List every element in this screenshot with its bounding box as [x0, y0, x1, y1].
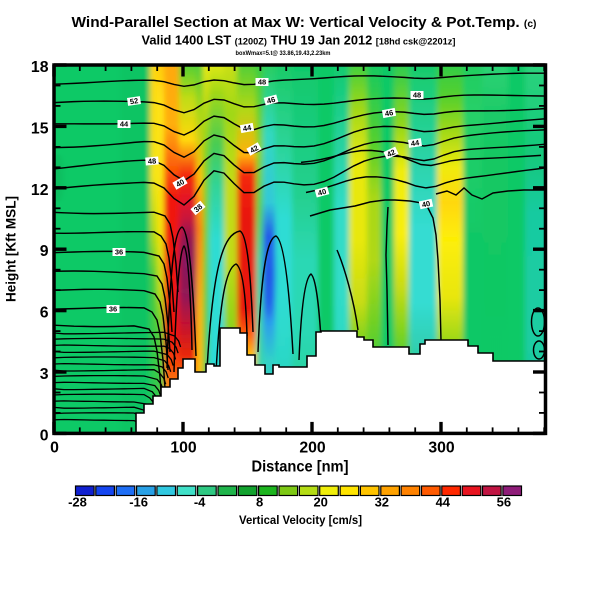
svg-text:8: 8 [256, 495, 263, 510]
svg-text:Height [Kft MSL]: Height [Kft MSL] [3, 196, 19, 302]
svg-text:300: 300 [428, 440, 455, 457]
svg-text:46: 46 [384, 108, 394, 118]
svg-text:Distance [nm]: Distance [nm] [252, 459, 349, 476]
svg-text:12: 12 [31, 182, 49, 199]
svg-text:-4: -4 [194, 495, 206, 510]
svg-text:48: 48 [413, 91, 421, 100]
svg-text:44: 44 [436, 495, 451, 510]
svg-text:-16: -16 [129, 495, 148, 510]
svg-text:32: 32 [375, 495, 389, 510]
svg-text:-28: -28 [68, 495, 87, 510]
svg-text:Valid 1400 LST (1200Z) THU 19: Valid 1400 LST (1200Z) THU 19 Jan 2012 [… [142, 34, 456, 48]
svg-text:42: 42 [385, 147, 396, 159]
svg-text:40: 40 [174, 177, 186, 189]
svg-text:9: 9 [40, 243, 49, 260]
svg-text:200: 200 [299, 440, 326, 457]
svg-text:6: 6 [40, 305, 49, 322]
svg-text:56: 56 [497, 495, 511, 510]
svg-text:18: 18 [31, 59, 49, 76]
svg-text:42: 42 [248, 143, 260, 155]
svg-text:100: 100 [170, 440, 197, 457]
svg-text:Vertical Velocity [cm/s]: Vertical Velocity [cm/s] [239, 514, 362, 527]
svg-text:48: 48 [147, 156, 156, 166]
svg-text:0: 0 [40, 427, 49, 444]
svg-text:20: 20 [313, 495, 327, 510]
svg-text:44: 44 [120, 120, 129, 129]
svg-text:0: 0 [50, 440, 59, 457]
svg-text:boxWmax=5.t@ 33.86,19.43,2.23k: boxWmax=5.t@ 33.86,19.43,2.23km [236, 50, 331, 57]
svg-text:40: 40 [317, 187, 327, 198]
svg-text:Wind-Parallel Section at Max W: Wind-Parallel Section at Max W: Vertical… [72, 14, 537, 31]
svg-text:46: 46 [266, 95, 276, 106]
svg-text:3: 3 [40, 366, 49, 383]
svg-text:52: 52 [129, 96, 139, 106]
svg-text:44: 44 [410, 138, 420, 148]
svg-text:15: 15 [31, 120, 49, 137]
svg-text:36: 36 [115, 248, 123, 257]
svg-text:36: 36 [109, 305, 117, 314]
svg-text:48: 48 [258, 78, 266, 87]
svg-text:44: 44 [242, 123, 253, 133]
svg-text:40: 40 [421, 199, 431, 210]
